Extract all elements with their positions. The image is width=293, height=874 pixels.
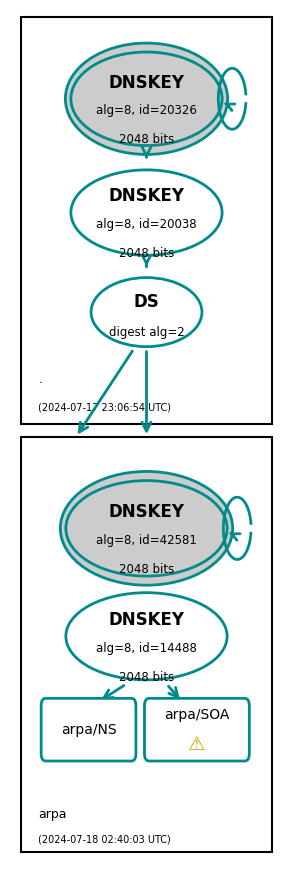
Ellipse shape bbox=[66, 481, 227, 576]
Text: arpa/NS: arpa/NS bbox=[61, 723, 116, 737]
Text: ⚠: ⚠ bbox=[188, 735, 206, 753]
Text: DNSKEY: DNSKEY bbox=[108, 73, 185, 92]
Text: alg=8, id=14488: alg=8, id=14488 bbox=[96, 642, 197, 656]
FancyBboxPatch shape bbox=[41, 698, 136, 761]
FancyBboxPatch shape bbox=[144, 698, 249, 761]
Text: arpa: arpa bbox=[38, 808, 67, 822]
Text: alg=8, id=20326: alg=8, id=20326 bbox=[96, 105, 197, 117]
Text: DNSKEY: DNSKEY bbox=[108, 503, 185, 521]
Ellipse shape bbox=[65, 43, 228, 155]
Text: digest alg=2: digest alg=2 bbox=[109, 326, 184, 339]
FancyBboxPatch shape bbox=[21, 17, 272, 424]
Text: (2024-07-18 02:40:03 UTC): (2024-07-18 02:40:03 UTC) bbox=[38, 835, 171, 844]
Ellipse shape bbox=[60, 471, 233, 586]
Text: DNSKEY: DNSKEY bbox=[108, 187, 185, 205]
Text: 2048 bits: 2048 bits bbox=[119, 133, 174, 146]
Text: alg=8, id=42581: alg=8, id=42581 bbox=[96, 534, 197, 547]
Text: (2024-07-17 23:06:54 UTC): (2024-07-17 23:06:54 UTC) bbox=[38, 403, 171, 413]
Ellipse shape bbox=[91, 278, 202, 347]
Ellipse shape bbox=[66, 593, 227, 680]
Ellipse shape bbox=[71, 52, 222, 145]
Text: .: . bbox=[38, 372, 42, 385]
Text: 2048 bits: 2048 bits bbox=[119, 564, 174, 576]
Text: DNSKEY: DNSKEY bbox=[108, 611, 185, 628]
Text: alg=8, id=20038: alg=8, id=20038 bbox=[96, 218, 197, 232]
Text: 2048 bits: 2048 bits bbox=[119, 671, 174, 684]
Ellipse shape bbox=[71, 170, 222, 255]
Text: 2048 bits: 2048 bits bbox=[119, 246, 174, 260]
Text: DS: DS bbox=[134, 293, 159, 311]
Text: arpa/SOA: arpa/SOA bbox=[164, 708, 230, 722]
FancyBboxPatch shape bbox=[21, 437, 272, 852]
